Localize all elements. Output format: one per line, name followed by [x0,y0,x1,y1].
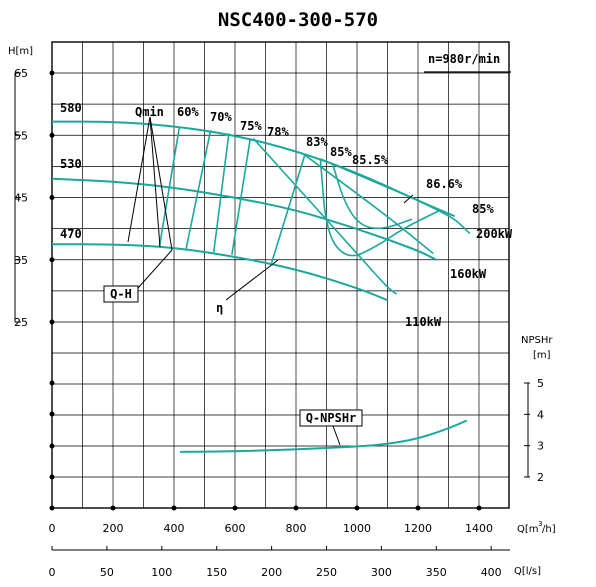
x-q-tick-label: 400 [164,522,185,535]
plot-frame [51,41,510,509]
x-q-tick-label: 200 [103,522,124,535]
x-ls-tick-label: 0 [49,566,56,579]
x-q-tick-label: 800 [286,522,307,535]
eff-curve [158,126,181,247]
leader-line [332,425,341,446]
y-dot-npsh [49,380,55,386]
y-npsh-tick-label: 5 [537,377,544,390]
x-ls-tick-label: 100 [151,566,172,579]
qh-label: Q-H [110,287,132,301]
leader-line [149,116,161,248]
power-curve [320,158,471,235]
power-110-label: 110kW [405,315,442,329]
x-ls-tick-label: 200 [261,566,282,579]
y-dot [49,195,55,200]
npsh-unit: NPSHr [521,335,553,346]
npsh-box [299,409,363,427]
y-h-tick-label: 25 [14,316,28,329]
impeller-530-label: 530 [60,157,82,171]
x-dot [293,505,299,511]
eff-70-label: 70% [210,110,232,124]
eff-78-label: 78% [267,125,289,139]
y-dot [49,319,55,325]
x-q-tick-label: 1000 [343,522,371,535]
x-dot [415,505,421,511]
impeller-580-label: 580 [60,101,82,115]
speed-label: n=980r/min [428,52,500,66]
x-ls-tick-label: 50 [100,566,114,579]
leader-line [137,249,173,289]
eff-curve [212,133,230,253]
y-dot-npsh [49,474,55,480]
leader-line [127,116,151,243]
x-dot [232,505,238,511]
qh-curve-530 [51,177,437,261]
y-h-tick-label: 45 [14,192,28,205]
eff-83-label: 83% [306,135,328,149]
x-ls-tick-label: 350 [426,566,447,579]
x-dot [354,505,360,511]
y-dot [49,70,55,76]
x-dot [476,505,482,511]
impeller-470-label: 470 [60,227,82,241]
x-q-tick-label: 600 [225,522,246,535]
y-dot-npsh [49,443,55,449]
power-160-label: 160kW [450,267,487,281]
y-dot-npsh [49,411,55,417]
y-dot [49,257,55,263]
grid [51,41,510,509]
npsh-unit-m: [m] [533,350,551,361]
x-q-unit-end: /h] [542,524,556,535]
leader-line [403,194,414,204]
chart-title: NSC400-300-570 [218,9,378,31]
power-curve [252,137,398,295]
y-h-tick-label: 35 [14,254,28,267]
leader-line [225,259,279,301]
eff-75-label: 75% [240,119,262,133]
eff-curve [319,158,440,257]
eff-866-label: 86.6% [426,177,463,191]
x-ls-tick-label: 150 [206,566,227,579]
qh-box [103,285,139,303]
eta-label: η [216,301,223,315]
x-ls-unit: Q[l/s] [514,566,541,577]
x-dot [110,505,116,511]
y-npsh-tick-label: 2 [537,471,544,484]
eff-curve [185,130,212,249]
eff-855-label: 85.5% [352,153,389,167]
eff-curve [331,163,413,230]
y-npsh-tick-label: 4 [537,408,544,421]
eff-curve [270,153,306,264]
npsh-label: Q-NPSHr [306,411,357,425]
y-dot [49,132,55,138]
x-dot [49,505,55,511]
x-q-unit: Q[m [517,524,539,535]
x-ls-tick-label: 400 [481,566,502,579]
x-ls-tick-label: 300 [371,566,392,579]
eff-60-label: 60% [177,105,199,119]
x-q-tick-label: 0 [49,522,56,535]
y-npsh-tick-label: 3 [537,440,544,453]
power-200-label: 200kW [476,227,513,241]
x-dot [171,505,177,511]
eff-85-label: 85% [330,145,352,159]
x-q-tick-label: 1400 [465,522,493,535]
y-h-tick-label: 55 [14,129,28,142]
eff-curve [231,138,252,255]
y-h-unit: H[m] [8,46,33,57]
y-h-tick-label: 65 [14,67,28,80]
x-q-tick-label: 1200 [404,522,432,535]
power-curve [304,154,434,255]
curves [51,116,471,453]
eff-85b-label: 85% [472,202,494,216]
x-ls-tick-label: 250 [316,566,337,579]
qh-curve-470 [52,243,388,302]
x-q-unit-sup: 3 [538,520,542,528]
npsh-curve [180,419,468,453]
qmin-label: Qmin [135,105,164,119]
leader-line [149,116,173,251]
